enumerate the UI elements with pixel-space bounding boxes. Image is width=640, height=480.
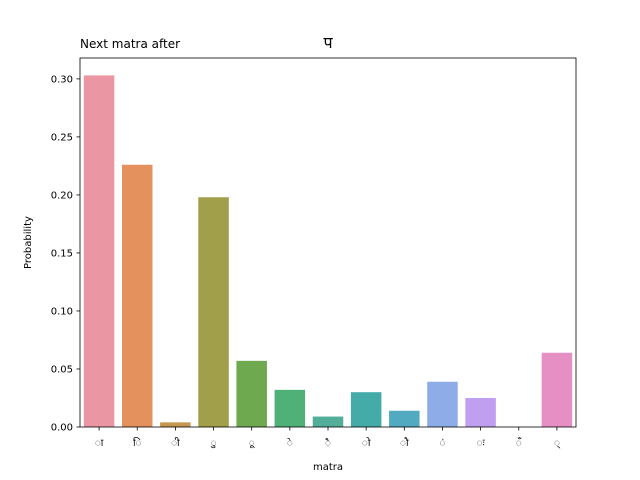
bar-12 [541, 352, 573, 427]
y-tick-label-1: 0.05 [51, 364, 73, 375]
x-tick-label-6: ै [325, 438, 331, 449]
bar-4 [236, 360, 267, 427]
bars-group [83, 75, 573, 427]
y-tick-label-0: 0.00 [51, 423, 73, 434]
bar-5 [274, 389, 306, 427]
x-tick-label-1: ि [133, 437, 142, 449]
bar-8 [389, 410, 420, 427]
bar-2 [160, 422, 191, 427]
x-tick-label-4: ू [249, 438, 256, 449]
plot-frame [79, 57, 577, 428]
y-tick-label-3: 0.15 [51, 248, 73, 259]
bar-10 [465, 397, 496, 427]
bar-3 [198, 197, 229, 427]
x-tick-label-8: ौ [400, 437, 409, 449]
x-axis-label: matra [313, 462, 343, 473]
y-axis-label: Probability [23, 216, 34, 269]
bar-9 [427, 381, 458, 427]
chart-title: Next matra after [80, 37, 180, 51]
bar-1 [121, 164, 153, 427]
x-tick-label-3: ु [210, 438, 216, 449]
x-tick-label-7: ो [362, 437, 371, 449]
bar-0 [83, 75, 115, 427]
x-tick-label-12: ् [554, 438, 561, 449]
x-tick-label-2: ी [171, 437, 180, 449]
bar-7 [350, 392, 382, 427]
x-tick-label-5: े [287, 438, 293, 449]
y-tick-label-4: 0.20 [51, 190, 73, 201]
y-axis: 0.00 0.05 0.10 0.15 0.20 0.25 0.30 [51, 74, 80, 434]
chart-title-glyph: प [323, 33, 333, 52]
y-tick-label-6: 0.30 [51, 74, 73, 85]
bar-6 [312, 416, 344, 427]
x-tick-label-11: ँ [516, 437, 522, 449]
y-tick-label-2: 0.10 [51, 306, 73, 317]
x-tick-label-10: ः [477, 438, 486, 449]
y-tick-label-5: 0.25 [51, 132, 73, 143]
x-tick-label-0: ा [95, 438, 104, 449]
x-tick-label-9: ं [439, 438, 445, 449]
x-axis: ािीुूेैोौंःँ् [95, 427, 561, 449]
